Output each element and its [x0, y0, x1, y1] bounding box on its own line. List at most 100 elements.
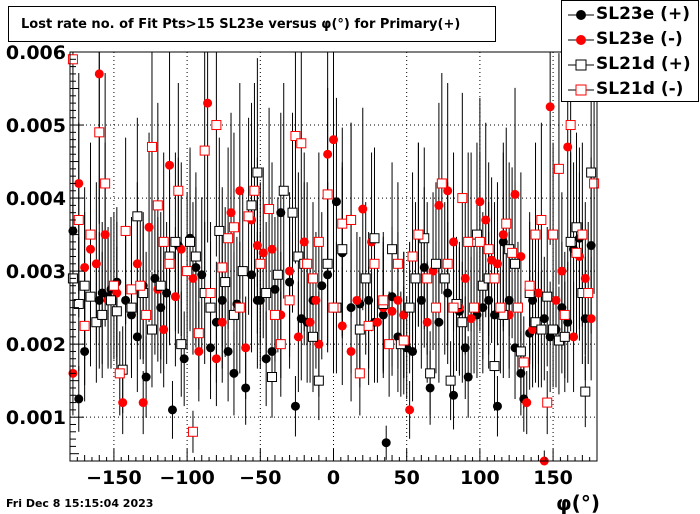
x-tick-label: 50 [393, 467, 419, 489]
data-point-1 [449, 237, 459, 247]
data-point-1 [299, 237, 309, 247]
x-tick-label: 0 [327, 467, 340, 489]
data-point-2 [337, 244, 348, 255]
data-point-3 [290, 130, 301, 141]
data-point-3 [495, 302, 506, 313]
data-point-1 [329, 135, 338, 145]
data-point-1 [258, 248, 268, 258]
data-point-1 [522, 398, 532, 408]
data-point-2 [360, 273, 371, 284]
data-point-1 [252, 241, 262, 251]
legend-marker-0 [568, 10, 594, 20]
data-point-3 [255, 258, 266, 269]
data-point-1 [226, 208, 236, 218]
y-tick-label: 0.003 [6, 261, 66, 283]
data-point-1 [144, 222, 154, 232]
data-point-1 [422, 317, 432, 327]
data-point-1 [293, 332, 303, 342]
x-axis-label: φ(°) [556, 491, 600, 514]
data-point-1 [188, 273, 198, 283]
data-point-3 [463, 236, 474, 247]
y-tick-label: 0.001 [6, 407, 66, 429]
data-point-0 [74, 394, 84, 404]
data-point-0 [492, 401, 502, 411]
data-point-2 [237, 266, 248, 277]
data-point-0 [416, 295, 426, 305]
data-point-3 [296, 138, 307, 149]
data-point-3 [135, 280, 146, 291]
data-point-3 [337, 218, 348, 229]
data-point-3 [384, 339, 395, 350]
x-tick-label: −50 [239, 467, 281, 489]
data-point-2 [170, 236, 181, 247]
y-tick-label: 0.006 [6, 42, 66, 64]
data-point-1 [434, 200, 444, 210]
data-point-2 [85, 291, 96, 302]
data-point-1 [569, 332, 579, 342]
data-point-2 [155, 280, 166, 291]
data-point-3 [94, 127, 105, 138]
data-point-3 [217, 262, 228, 273]
data-point-2 [510, 258, 521, 269]
legend-marker-1 [568, 35, 594, 45]
data-point-2 [190, 251, 201, 262]
data-point-2 [439, 273, 450, 284]
data-point-1 [346, 346, 356, 356]
data-point-0 [255, 295, 265, 305]
data-point-1 [235, 186, 245, 196]
data-point-2 [477, 280, 488, 291]
data-point-2 [387, 244, 398, 255]
data-point-2 [542, 291, 553, 302]
data-point-3 [100, 178, 111, 189]
data-point-1 [80, 262, 90, 272]
data-point-3 [553, 163, 564, 174]
data-point-0 [156, 303, 166, 313]
legend-label-0: SL23e (+) [596, 4, 690, 24]
data-point-0 [270, 284, 280, 294]
data-point-3 [264, 204, 275, 215]
data-point-0 [323, 270, 333, 280]
data-point-3 [249, 185, 260, 196]
data-point-3 [354, 368, 365, 379]
data-point-3 [146, 141, 157, 152]
data-point-2 [126, 302, 137, 313]
timestamp-footer: Fri Dec 8 15:15:04 2023 [6, 497, 154, 510]
data-point-1 [91, 259, 101, 269]
data-point-1 [267, 244, 277, 254]
data-point-2 [105, 295, 116, 306]
data-point-3 [442, 258, 453, 269]
data-point-0 [434, 317, 444, 327]
data-point-0 [378, 310, 388, 320]
data-point-2 [252, 167, 263, 178]
x-tick-label: 150 [533, 467, 573, 489]
data-point-2 [146, 324, 157, 335]
data-point-3 [284, 295, 295, 306]
data-point-2 [571, 222, 582, 233]
data-point-0 [217, 295, 227, 305]
data-point-0 [346, 303, 356, 313]
data-point-0 [94, 295, 104, 305]
data-point-3 [422, 273, 433, 284]
data-point-1 [118, 398, 128, 408]
data-point-3 [430, 302, 441, 313]
data-point-0 [276, 208, 286, 218]
data-point-1 [165, 160, 175, 170]
data-point-2 [97, 309, 108, 320]
data-point-0 [504, 295, 514, 305]
data-point-1 [305, 317, 315, 327]
data-point-0 [68, 226, 78, 236]
data-point-3 [436, 178, 447, 189]
legend-marker-3 [568, 84, 594, 96]
data-point-2 [404, 302, 415, 313]
data-point-3 [328, 302, 339, 313]
legend-item-1: SL23e (-) [562, 28, 698, 52]
data-point-0 [121, 295, 131, 305]
data-point-2 [430, 258, 441, 269]
data-point-1 [545, 102, 555, 112]
data-point-3 [369, 258, 380, 269]
data-point-3 [223, 233, 234, 244]
data-point-3 [363, 320, 374, 331]
data-point-3 [187, 426, 198, 437]
data-point-0 [443, 288, 453, 298]
legend-item-2: SL21d (+) [562, 53, 698, 77]
